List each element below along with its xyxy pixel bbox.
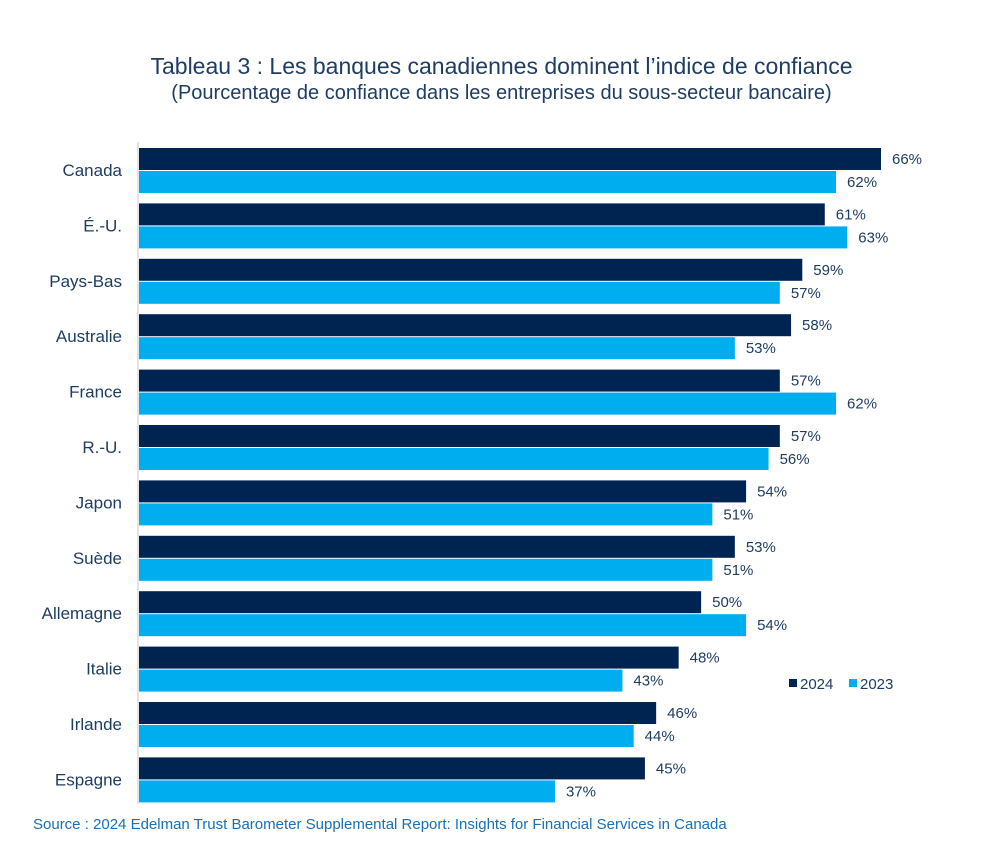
category-label: France bbox=[69, 383, 122, 402]
bar-2023 bbox=[139, 558, 713, 581]
source-note: Source : 2024 Edelman Trust Barometer Su… bbox=[33, 816, 727, 833]
bar-2023 bbox=[139, 448, 769, 470]
bar-2024 bbox=[139, 480, 747, 503]
bar-2024 bbox=[139, 369, 780, 392]
bar-2024 bbox=[139, 535, 735, 558]
data-label: 53% bbox=[746, 539, 776, 556]
data-label: 57% bbox=[791, 428, 821, 445]
data-label: 46% bbox=[667, 705, 697, 722]
bar-2023 bbox=[139, 614, 747, 637]
category-label: Australie bbox=[56, 327, 122, 346]
category-label: Allemagne bbox=[42, 604, 122, 623]
bar-2023 bbox=[139, 226, 848, 249]
legend-label: 2023 bbox=[860, 676, 893, 693]
data-label: 57% bbox=[791, 285, 821, 302]
category-label: Canada bbox=[62, 161, 122, 180]
bar-2024 bbox=[139, 425, 780, 447]
bar-2024 bbox=[139, 757, 645, 780]
bar-2024 bbox=[139, 203, 825, 226]
data-label: 61% bbox=[836, 206, 866, 223]
data-label: 58% bbox=[802, 317, 832, 334]
bar-2024 bbox=[139, 314, 792, 337]
data-label: 44% bbox=[645, 728, 675, 745]
data-label: 66% bbox=[892, 151, 922, 168]
bar-2024 bbox=[139, 148, 881, 170]
bar-2023 bbox=[139, 171, 837, 193]
data-label: 43% bbox=[633, 673, 663, 690]
legend-swatch bbox=[789, 679, 797, 687]
data-label: 62% bbox=[847, 174, 877, 191]
bar-2024 bbox=[139, 258, 803, 281]
data-label: 48% bbox=[690, 650, 720, 667]
legend: 2024 2023 bbox=[789, 676, 893, 693]
category-label: Japon bbox=[76, 493, 122, 512]
chart-subtitle: (Pourcentage de confiance dans les entre… bbox=[171, 82, 832, 104]
data-label: 54% bbox=[757, 617, 787, 634]
category-label: É.-U. bbox=[83, 216, 122, 235]
data-label: 57% bbox=[791, 373, 821, 390]
bars-layer bbox=[139, 148, 881, 803]
bar-2023 bbox=[139, 392, 837, 415]
data-label: 62% bbox=[847, 396, 877, 413]
labels-layer: Canada 66% 62% É.-U. 61% 63% Pays-Bas 59% 57% Aus… bbox=[42, 151, 922, 800]
data-label: 45% bbox=[656, 760, 686, 777]
bar-2023 bbox=[139, 503, 713, 526]
data-label: 51% bbox=[723, 506, 753, 523]
bar-2023 bbox=[139, 725, 634, 747]
data-label: 53% bbox=[746, 340, 776, 357]
bar-2023 bbox=[139, 281, 780, 304]
legend-label: 2024 bbox=[800, 676, 833, 693]
category-label: Suède bbox=[73, 549, 122, 568]
bar-2023 bbox=[139, 780, 555, 803]
bar-2024 bbox=[139, 591, 702, 614]
chart-title: Tableau 3 : Les banques canadiennes domi… bbox=[150, 53, 853, 79]
bar-2023 bbox=[139, 669, 623, 692]
bar-2023 bbox=[139, 337, 735, 360]
bar-2024 bbox=[139, 702, 657, 724]
category-label: Irlande bbox=[70, 715, 122, 734]
data-label: 50% bbox=[712, 594, 742, 611]
bar-2024 bbox=[139, 646, 679, 669]
data-label: 59% bbox=[813, 262, 843, 279]
category-label: Espagne bbox=[55, 770, 122, 789]
data-label: 63% bbox=[858, 229, 888, 246]
data-label: 54% bbox=[757, 483, 787, 500]
data-label: 37% bbox=[566, 783, 596, 800]
data-label: 51% bbox=[723, 562, 753, 579]
category-label: R.-U. bbox=[82, 438, 122, 457]
legend-swatch bbox=[849, 679, 857, 687]
category-label: Pays-Bas bbox=[49, 272, 122, 291]
category-label: Italie bbox=[86, 660, 122, 679]
data-label: 56% bbox=[780, 451, 810, 468]
